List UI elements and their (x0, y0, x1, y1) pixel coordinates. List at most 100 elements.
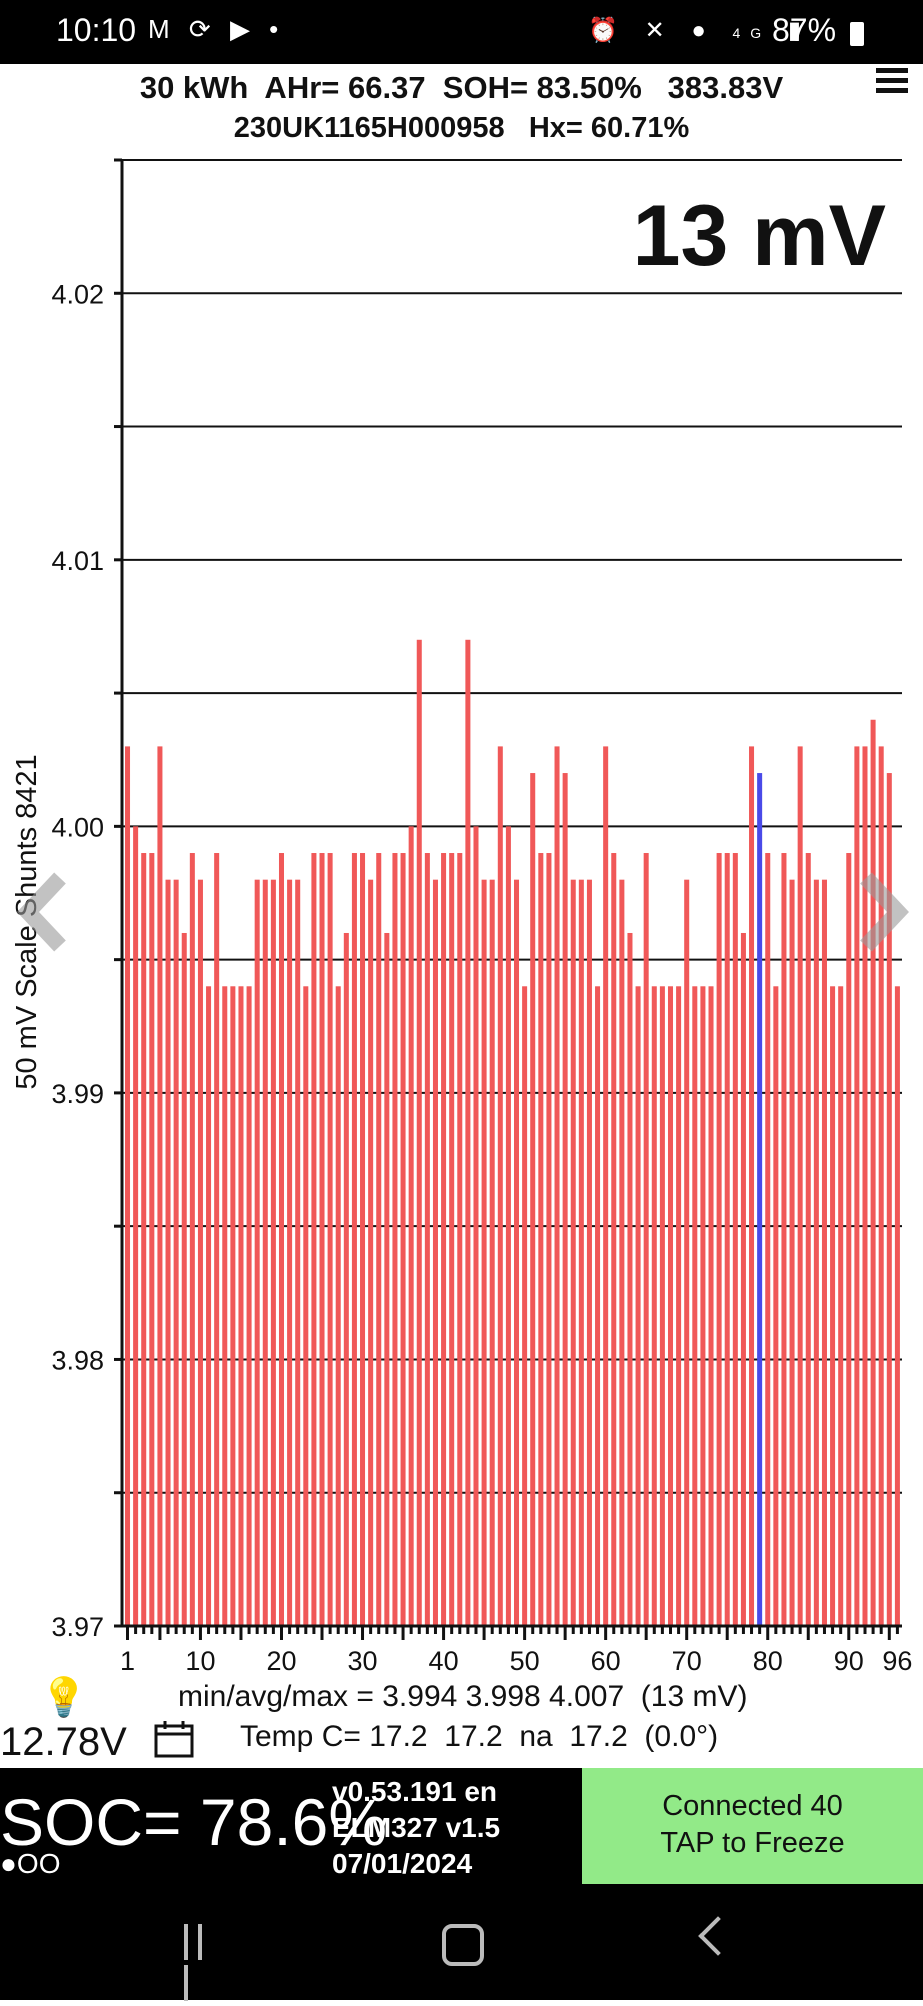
bar-cell-74 (716, 853, 722, 1626)
bar-cell-25 (319, 853, 325, 1626)
bar-cell-16 (246, 986, 252, 1626)
bar-cell-54 (554, 746, 560, 1626)
bar-cell-58 (586, 879, 592, 1626)
x-tick-label: 40 (429, 1646, 459, 1672)
bar-cell-21 (287, 879, 293, 1626)
bar-cell-53 (546, 853, 552, 1626)
bar-cell-81 (773, 986, 779, 1626)
calendar-icon[interactable] (154, 1720, 194, 1758)
bar-cell-86 (813, 879, 819, 1626)
bar-cell-79 (757, 773, 763, 1626)
bar-cell-11 (206, 986, 212, 1626)
y-tick-label: 4.00 (51, 812, 104, 842)
date-line: 07/01/2024 (332, 1848, 473, 1879)
bar-cell-1 (125, 746, 131, 1626)
bar-cell-93 (870, 719, 876, 1626)
bar-cell-7 (173, 879, 179, 1626)
bar-cell-22 (295, 879, 301, 1626)
bar-cell-6 (165, 879, 171, 1626)
bar-cell-17 (254, 879, 260, 1626)
bar-cell-91 (854, 746, 860, 1626)
bar-cell-35 (400, 853, 406, 1626)
bar-cell-92 (862, 746, 868, 1626)
bar-cell-46 (489, 879, 495, 1626)
bar-cell-96 (894, 986, 900, 1626)
bar-cell-33 (384, 932, 390, 1626)
bar-cell-23 (303, 986, 309, 1626)
bar-cell-55 (562, 773, 568, 1626)
min-avg-max-stats: min/avg/max = 3.994 3.998 4.007 (13 mV) (178, 1680, 748, 1713)
back-icon[interactable] (698, 1916, 738, 1956)
bar-cell-42 (457, 853, 463, 1626)
lightbulb-icon[interactable]: 💡 (40, 1677, 88, 1719)
temperature-readout: Temp C= 17.2 17.2 na 17.2 (0.0°) (240, 1720, 719, 1753)
bars (125, 639, 900, 1626)
stats-area: 💡 12.78V min/avg/max = 3.994 3.998 4.007… (0, 1672, 923, 1767)
bar-cell-43 (465, 639, 471, 1626)
axes: 3.97 3.98 3.99 4.00 4.01 4.02 1 10 20 30 40 50 60 70 8… (51, 158, 912, 1672)
bar-cell-82 (781, 853, 787, 1626)
x-tick-label: 80 (753, 1646, 783, 1672)
bar-cell-57 (578, 879, 584, 1626)
bar-cell-69 (676, 986, 682, 1626)
home-icon[interactable] (442, 1924, 484, 1966)
bar-cell-76 (732, 853, 738, 1626)
y-tick-label: 3.99 (51, 1079, 104, 1109)
bar-cell-19 (270, 879, 276, 1626)
bar-cell-60 (603, 746, 609, 1626)
bar-cell-64 (635, 986, 641, 1626)
bar-cell-59 (595, 986, 601, 1626)
signal-icon: ▮ (787, 17, 812, 44)
x-tick-label: 70 (672, 1646, 702, 1672)
bar-cell-37 (416, 639, 422, 1626)
bar-cell-88 (830, 986, 836, 1626)
bar-cell-47 (497, 746, 503, 1626)
bar-cell-52 (538, 853, 544, 1626)
bar-cell-32 (376, 853, 382, 1626)
x-tick-label: 96 (882, 1646, 912, 1672)
battery-icon (850, 22, 864, 46)
bar-cell-65 (643, 853, 649, 1626)
bar-cell-77 (740, 932, 746, 1626)
prev-arrow-icon[interactable] (17, 872, 66, 952)
bar-cell-94 (878, 746, 884, 1626)
bar-cell-3 (141, 853, 147, 1626)
location-icon: ● (691, 17, 716, 44)
bar-cell-87 (821, 879, 827, 1626)
bar-cell-26 (327, 853, 333, 1626)
aux-battery-voltage: 12.78V (0, 1720, 127, 1764)
bar-cell-78 (749, 746, 755, 1626)
bar-cell-68 (667, 986, 674, 1626)
bar-cell-8 (181, 932, 187, 1626)
bar-cell-31 (368, 879, 374, 1626)
version-line: v0.53.191 en (332, 1776, 498, 1807)
bar-cell-80 (765, 853, 771, 1626)
bar-cell-2 (133, 826, 139, 1626)
bar-cell-5 (157, 746, 163, 1626)
page-indicator: ●OO (0, 1848, 61, 1879)
sync-icon: ⟳ (188, 14, 217, 44)
bottom-bar: SOC= 78.6% ●OO v0.53.191 en ELM327 v1.5 07… (0, 1768, 923, 1884)
bar-cell-14 (230, 986, 236, 1626)
freeze-label: TAP to Freeze (660, 1827, 845, 1859)
bar-cell-38 (424, 853, 430, 1626)
next-arrow-icon[interactable] (860, 872, 909, 952)
connect-freeze-button[interactable]: Connected 40 TAP to Freeze (582, 1768, 923, 1884)
bar-cell-41 (449, 853, 455, 1626)
menu-icon[interactable] (876, 68, 908, 94)
bar-cell-20 (278, 853, 285, 1626)
dot-icon: • (269, 14, 285, 44)
cell-voltage-chart[interactable]: 13 mV 3.97 3.98 3.99 4.00 4.01 4.02 1 10 20 30 40 5… (0, 150, 923, 1672)
mute-icon: ✕ (644, 17, 675, 44)
4g-icon: 4G (732, 25, 772, 41)
bar-cell-50 (522, 986, 528, 1626)
bar-cell-13 (222, 986, 228, 1626)
bar-cell-18 (262, 879, 268, 1626)
bar-cell-51 (530, 773, 536, 1626)
bar-cell-49 (514, 879, 520, 1626)
status-time: 10:10 (56, 12, 137, 48)
bar-cell-24 (311, 853, 317, 1626)
recents-icon[interactable] (184, 1924, 224, 2001)
bar-cell-95 (886, 773, 892, 1626)
x-tick-label: 10 (185, 1646, 215, 1672)
